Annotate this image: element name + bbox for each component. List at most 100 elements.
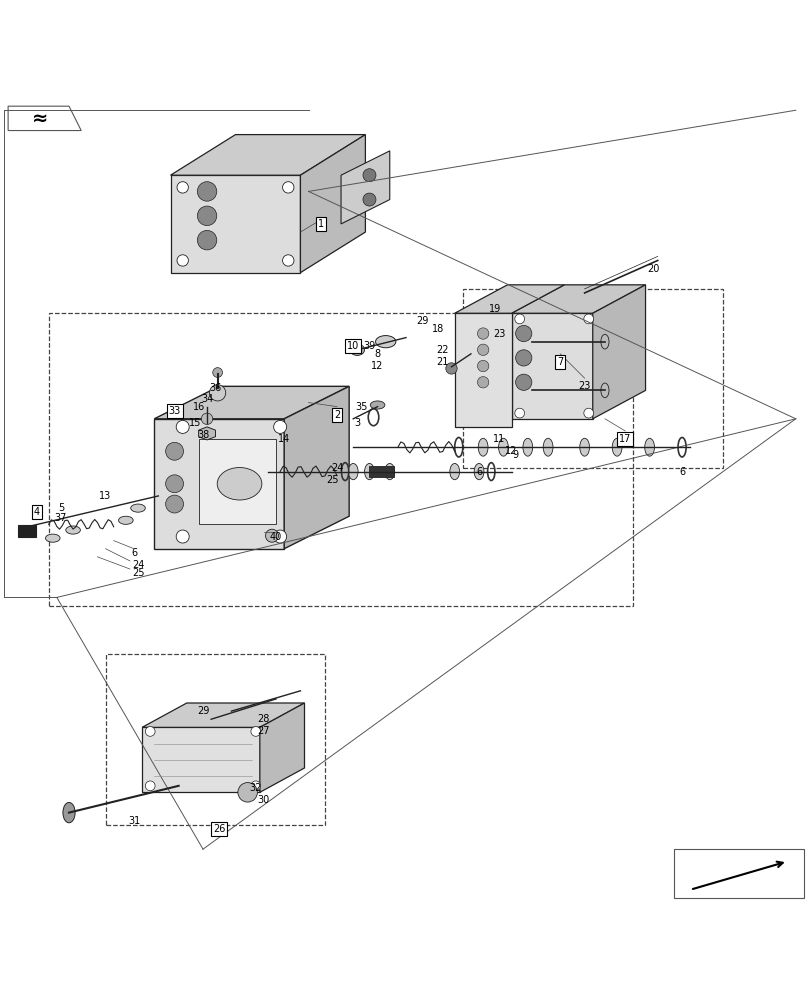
Text: 23: 23	[577, 381, 590, 391]
Polygon shape	[511, 285, 645, 313]
Ellipse shape	[611, 438, 621, 456]
Text: 9: 9	[512, 450, 518, 460]
Text: 24: 24	[330, 463, 343, 473]
Ellipse shape	[600, 383, 608, 398]
Circle shape	[209, 385, 225, 401]
Ellipse shape	[522, 438, 532, 456]
Text: 23: 23	[492, 329, 505, 339]
Ellipse shape	[66, 526, 80, 534]
Circle shape	[265, 529, 278, 542]
Circle shape	[251, 781, 260, 791]
Polygon shape	[592, 285, 645, 419]
Polygon shape	[8, 106, 81, 131]
Text: 22: 22	[436, 345, 448, 355]
Circle shape	[165, 442, 183, 460]
Text: 2: 2	[333, 410, 340, 420]
Polygon shape	[154, 386, 349, 419]
Ellipse shape	[375, 336, 395, 348]
Ellipse shape	[498, 438, 508, 456]
Polygon shape	[170, 135, 365, 175]
Polygon shape	[260, 703, 304, 792]
Polygon shape	[284, 386, 349, 549]
Text: 39: 39	[363, 341, 375, 351]
Text: 25: 25	[326, 475, 339, 485]
Text: 35: 35	[354, 402, 367, 412]
Text: 16: 16	[192, 402, 205, 412]
Circle shape	[145, 781, 155, 791]
Circle shape	[515, 374, 531, 390]
Circle shape	[282, 255, 294, 266]
Circle shape	[177, 255, 188, 266]
Ellipse shape	[474, 463, 483, 480]
Text: 31: 31	[127, 816, 140, 826]
Ellipse shape	[384, 463, 394, 480]
Circle shape	[515, 350, 531, 366]
Circle shape	[477, 328, 488, 339]
Text: 6: 6	[475, 467, 482, 477]
Circle shape	[514, 314, 524, 324]
Text: 5: 5	[58, 503, 64, 513]
Circle shape	[363, 193, 375, 206]
Bar	[462, 289, 722, 468]
Text: 29: 29	[415, 316, 428, 326]
Text: 3: 3	[354, 418, 360, 428]
Circle shape	[363, 169, 375, 182]
Ellipse shape	[118, 516, 133, 524]
Bar	[49, 313, 633, 606]
Polygon shape	[454, 313, 511, 427]
Circle shape	[515, 325, 531, 342]
Circle shape	[477, 344, 488, 355]
Circle shape	[197, 230, 217, 250]
Text: 6: 6	[678, 467, 684, 477]
Circle shape	[145, 727, 155, 736]
Ellipse shape	[217, 468, 261, 500]
Text: 32: 32	[249, 783, 262, 793]
Text: 6: 6	[131, 548, 137, 558]
Polygon shape	[454, 285, 564, 313]
Text: 12: 12	[504, 446, 517, 456]
Polygon shape	[142, 703, 304, 727]
Ellipse shape	[364, 463, 374, 480]
Ellipse shape	[449, 463, 459, 480]
Text: ≈: ≈	[32, 109, 49, 128]
Text: 33: 33	[168, 406, 181, 416]
Circle shape	[197, 182, 217, 201]
Circle shape	[583, 314, 593, 324]
Ellipse shape	[131, 504, 145, 512]
Text: 36: 36	[208, 383, 221, 393]
Circle shape	[445, 363, 457, 374]
Text: 17: 17	[618, 434, 631, 444]
Circle shape	[514, 408, 524, 418]
Ellipse shape	[370, 401, 384, 409]
Ellipse shape	[478, 438, 487, 456]
Text: 30: 30	[257, 795, 270, 805]
Bar	[18, 525, 36, 537]
Polygon shape	[199, 439, 276, 524]
Circle shape	[273, 530, 286, 543]
Polygon shape	[142, 727, 260, 792]
Text: 4: 4	[33, 507, 40, 517]
Text: 38: 38	[196, 430, 209, 440]
Ellipse shape	[62, 802, 75, 823]
Circle shape	[165, 475, 183, 493]
Text: 1: 1	[317, 219, 324, 229]
Circle shape	[477, 377, 488, 388]
Text: 28: 28	[257, 714, 270, 724]
Ellipse shape	[350, 344, 364, 355]
Text: 18: 18	[431, 324, 444, 334]
Polygon shape	[673, 849, 803, 898]
Circle shape	[238, 783, 257, 802]
Text: 11: 11	[492, 434, 505, 444]
Polygon shape	[341, 151, 389, 224]
Text: 7: 7	[556, 357, 563, 367]
Ellipse shape	[348, 463, 358, 480]
Text: 8: 8	[374, 349, 380, 359]
Polygon shape	[170, 175, 300, 273]
Circle shape	[273, 420, 286, 433]
Polygon shape	[511, 313, 592, 419]
Text: 10: 10	[346, 341, 359, 351]
Text: 26: 26	[212, 824, 225, 834]
Bar	[369, 466, 393, 477]
Circle shape	[176, 530, 189, 543]
Text: 21: 21	[436, 357, 448, 367]
